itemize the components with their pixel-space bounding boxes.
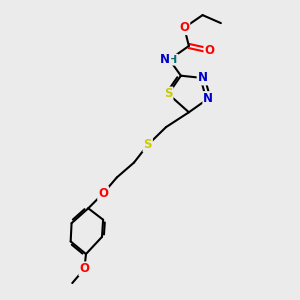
Text: S: S xyxy=(164,88,172,100)
Text: S: S xyxy=(143,139,152,152)
Text: N: N xyxy=(160,53,170,66)
Text: O: O xyxy=(204,44,214,57)
Text: O: O xyxy=(179,21,189,34)
Text: N: N xyxy=(203,92,213,105)
Text: N: N xyxy=(198,71,208,85)
Text: O: O xyxy=(98,187,108,200)
Text: H: H xyxy=(168,55,178,65)
Text: O: O xyxy=(80,262,89,275)
